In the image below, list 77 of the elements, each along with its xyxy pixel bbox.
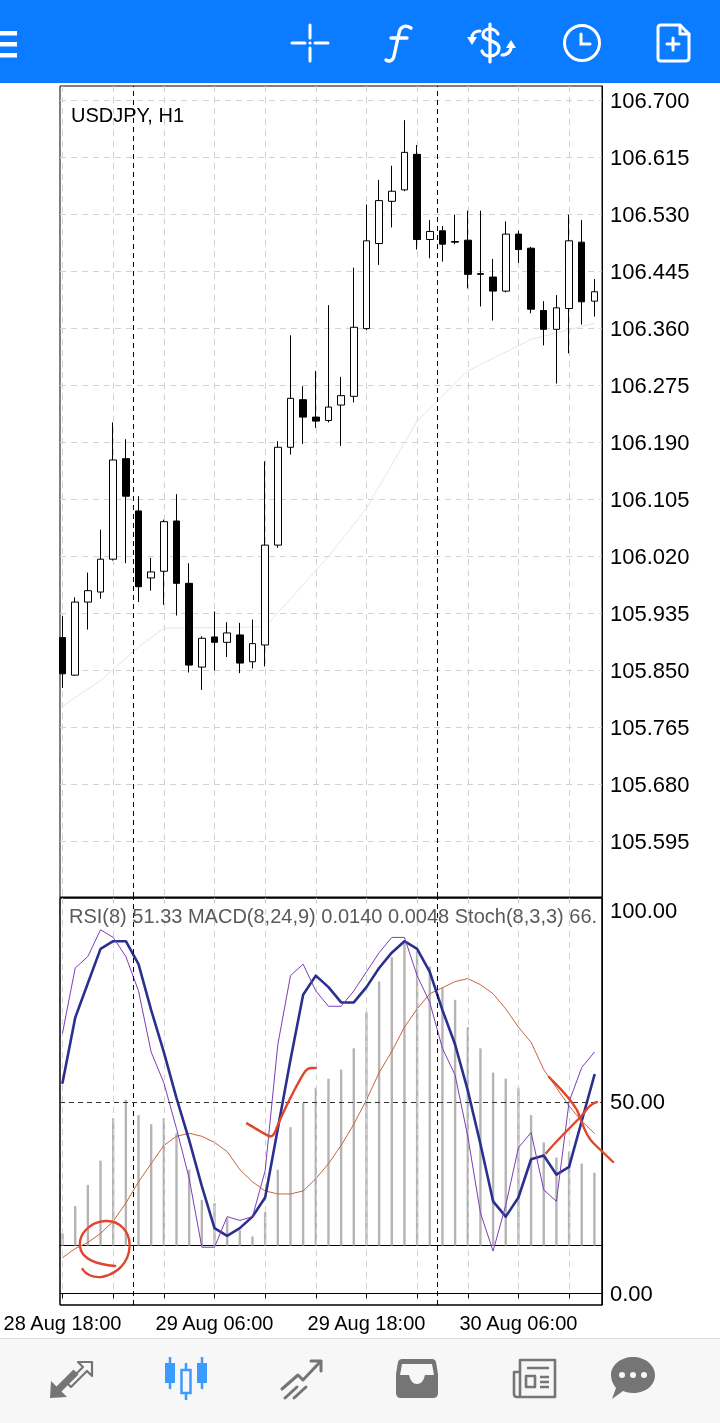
candlestick [84, 572, 92, 631]
bar [593, 1172, 596, 1246]
candlestick [515, 230, 522, 264]
bar [479, 1048, 482, 1246]
y-tick-label: 105.680 [610, 771, 690, 797]
candlestick [299, 385, 307, 445]
candlestick [71, 596, 79, 677]
candlestick [426, 219, 434, 259]
bar [441, 987, 444, 1246]
y-tick-label: 106.020 [610, 544, 690, 570]
bar [61, 1233, 64, 1246]
y-tick-label: 106.530 [610, 202, 690, 228]
y-tick-label: 106.360 [610, 316, 690, 342]
y-tick-label: 105.935 [610, 600, 690, 626]
bar [327, 1078, 330, 1246]
bar [403, 942, 406, 1246]
candlestick [122, 438, 130, 564]
candlestick [540, 300, 547, 346]
candlestick [198, 635, 206, 691]
y-tick-label: 0.00 [610, 1280, 653, 1306]
y-tick-label: 106.700 [610, 88, 690, 114]
chart-title: RSI(8) 51.33 MACD(8,24,9) 0.0140 0.0048 Stoch(8,3,3) 66. [69, 905, 598, 927]
y-tick-label: 105.850 [610, 657, 690, 683]
bar [517, 1087, 520, 1246]
bar [99, 1160, 102, 1246]
candlestick [249, 619, 256, 669]
candlestick [565, 214, 573, 354]
candlestick [578, 219, 585, 326]
candlestick [261, 460, 269, 667]
candlestick [325, 304, 332, 423]
y-tick-label: 100.00 [610, 898, 678, 924]
candlestick [97, 529, 104, 600]
candlestick [401, 119, 408, 192]
candlestick [223, 621, 231, 658]
bar [137, 1115, 140, 1246]
y-tick-label: 105.765 [610, 714, 690, 740]
candlestick [173, 493, 180, 616]
y-tick-label: 50.00 [610, 1089, 666, 1115]
candlestick [274, 440, 282, 549]
candlestick [236, 622, 244, 674]
candlestick [337, 376, 345, 447]
candlestick [502, 220, 510, 293]
y-tick-label: 106.445 [610, 259, 690, 285]
x-tick-label: 30 Aug 06:00 [459, 1312, 578, 1334]
bar [175, 1133, 178, 1246]
bar [555, 1157, 558, 1246]
candlestick [553, 294, 560, 385]
y-tick-label: 106.615 [610, 145, 690, 171]
candlestick [413, 144, 421, 251]
candlestick [527, 246, 535, 314]
candlestick [160, 519, 168, 606]
candlestick [388, 165, 396, 228]
candlestick [211, 610, 218, 671]
x-tick-label: 28 Aug 18:00 [3, 1312, 122, 1334]
candlestick [375, 179, 383, 266]
y-tick-label: 106.190 [610, 430, 690, 456]
bar [365, 1011, 368, 1246]
candlestick [312, 370, 320, 429]
candlestick [489, 258, 497, 322]
text: USDJPY, H1 [71, 104, 185, 126]
y-tick-label: 106.275 [610, 373, 690, 399]
candlestick [477, 210, 484, 308]
candlestick [350, 267, 358, 403]
candlestick [464, 210, 472, 289]
bar [251, 1236, 254, 1246]
candlestick [451, 214, 459, 245]
y-tick-label: 105.595 [610, 828, 690, 854]
candlestick [147, 557, 155, 592]
x-tick-label: 29 Aug 18:00 [307, 1312, 426, 1334]
y-tick-label: 106.105 [610, 487, 690, 513]
candlestick [363, 204, 370, 331]
x-tick-label: 29 Aug 06:00 [155, 1312, 274, 1334]
candlestick [591, 278, 598, 318]
candlestick [287, 334, 294, 456]
candlestick [109, 421, 117, 562]
candlestick [185, 562, 193, 673]
bar [289, 1127, 292, 1246]
